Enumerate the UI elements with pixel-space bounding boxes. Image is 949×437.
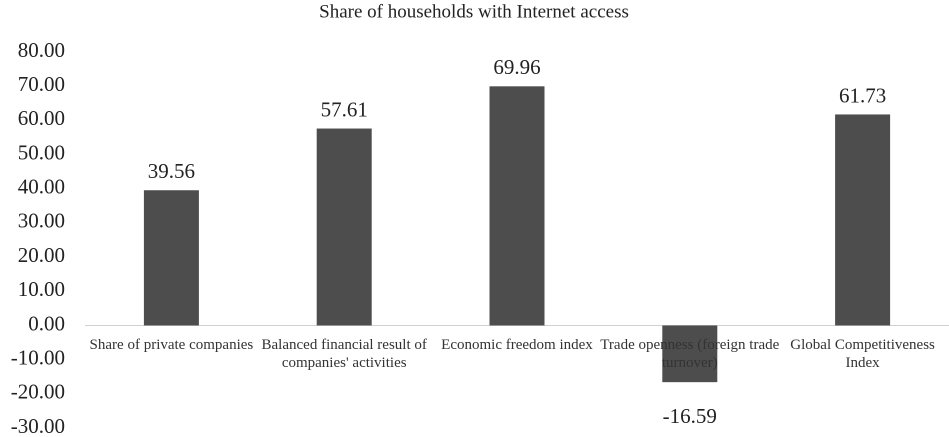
x-tick-label: Global Competitiveness Index (790, 337, 935, 372)
data-label: 57.61 (321, 97, 368, 121)
y-tick-label: 40.00 (18, 175, 65, 199)
bar (489, 86, 545, 326)
y-tick-label: 20.00 (18, 243, 65, 267)
y-tick-label: 70.00 (18, 72, 65, 96)
y-tick-label: 60.00 (18, 106, 65, 130)
y-tick-label: -10.00 (11, 345, 65, 369)
bar (662, 325, 718, 383)
x-tick-label: Balanced financial result of companies' … (261, 337, 427, 372)
y-tick-label: 0.00 (28, 311, 65, 335)
bar (316, 128, 372, 326)
data-label: 39.56 (148, 159, 195, 183)
y-tick-label: -30.00 (11, 414, 65, 437)
y-tick-label: 50.00 (18, 140, 65, 164)
bar (835, 114, 891, 326)
x-tick-label: Trade openness (foreign trade turnover) (600, 337, 780, 372)
y-tick-label: 30.00 (18, 209, 65, 233)
y-tick-label: -20.00 (11, 380, 65, 404)
y-tick-label: 80.00 (18, 38, 65, 62)
bar (143, 190, 199, 326)
y-tick-label: 10.00 (18, 277, 65, 301)
x-tick-label: Share of private companies (89, 337, 254, 354)
data-label: 69.96 (493, 55, 540, 79)
chart-title: Share of households with Internet access (319, 1, 629, 22)
data-label: 61.73 (839, 83, 886, 107)
data-label: -16.59 (663, 404, 717, 428)
x-tick-label: Economic freedom index (441, 337, 593, 354)
